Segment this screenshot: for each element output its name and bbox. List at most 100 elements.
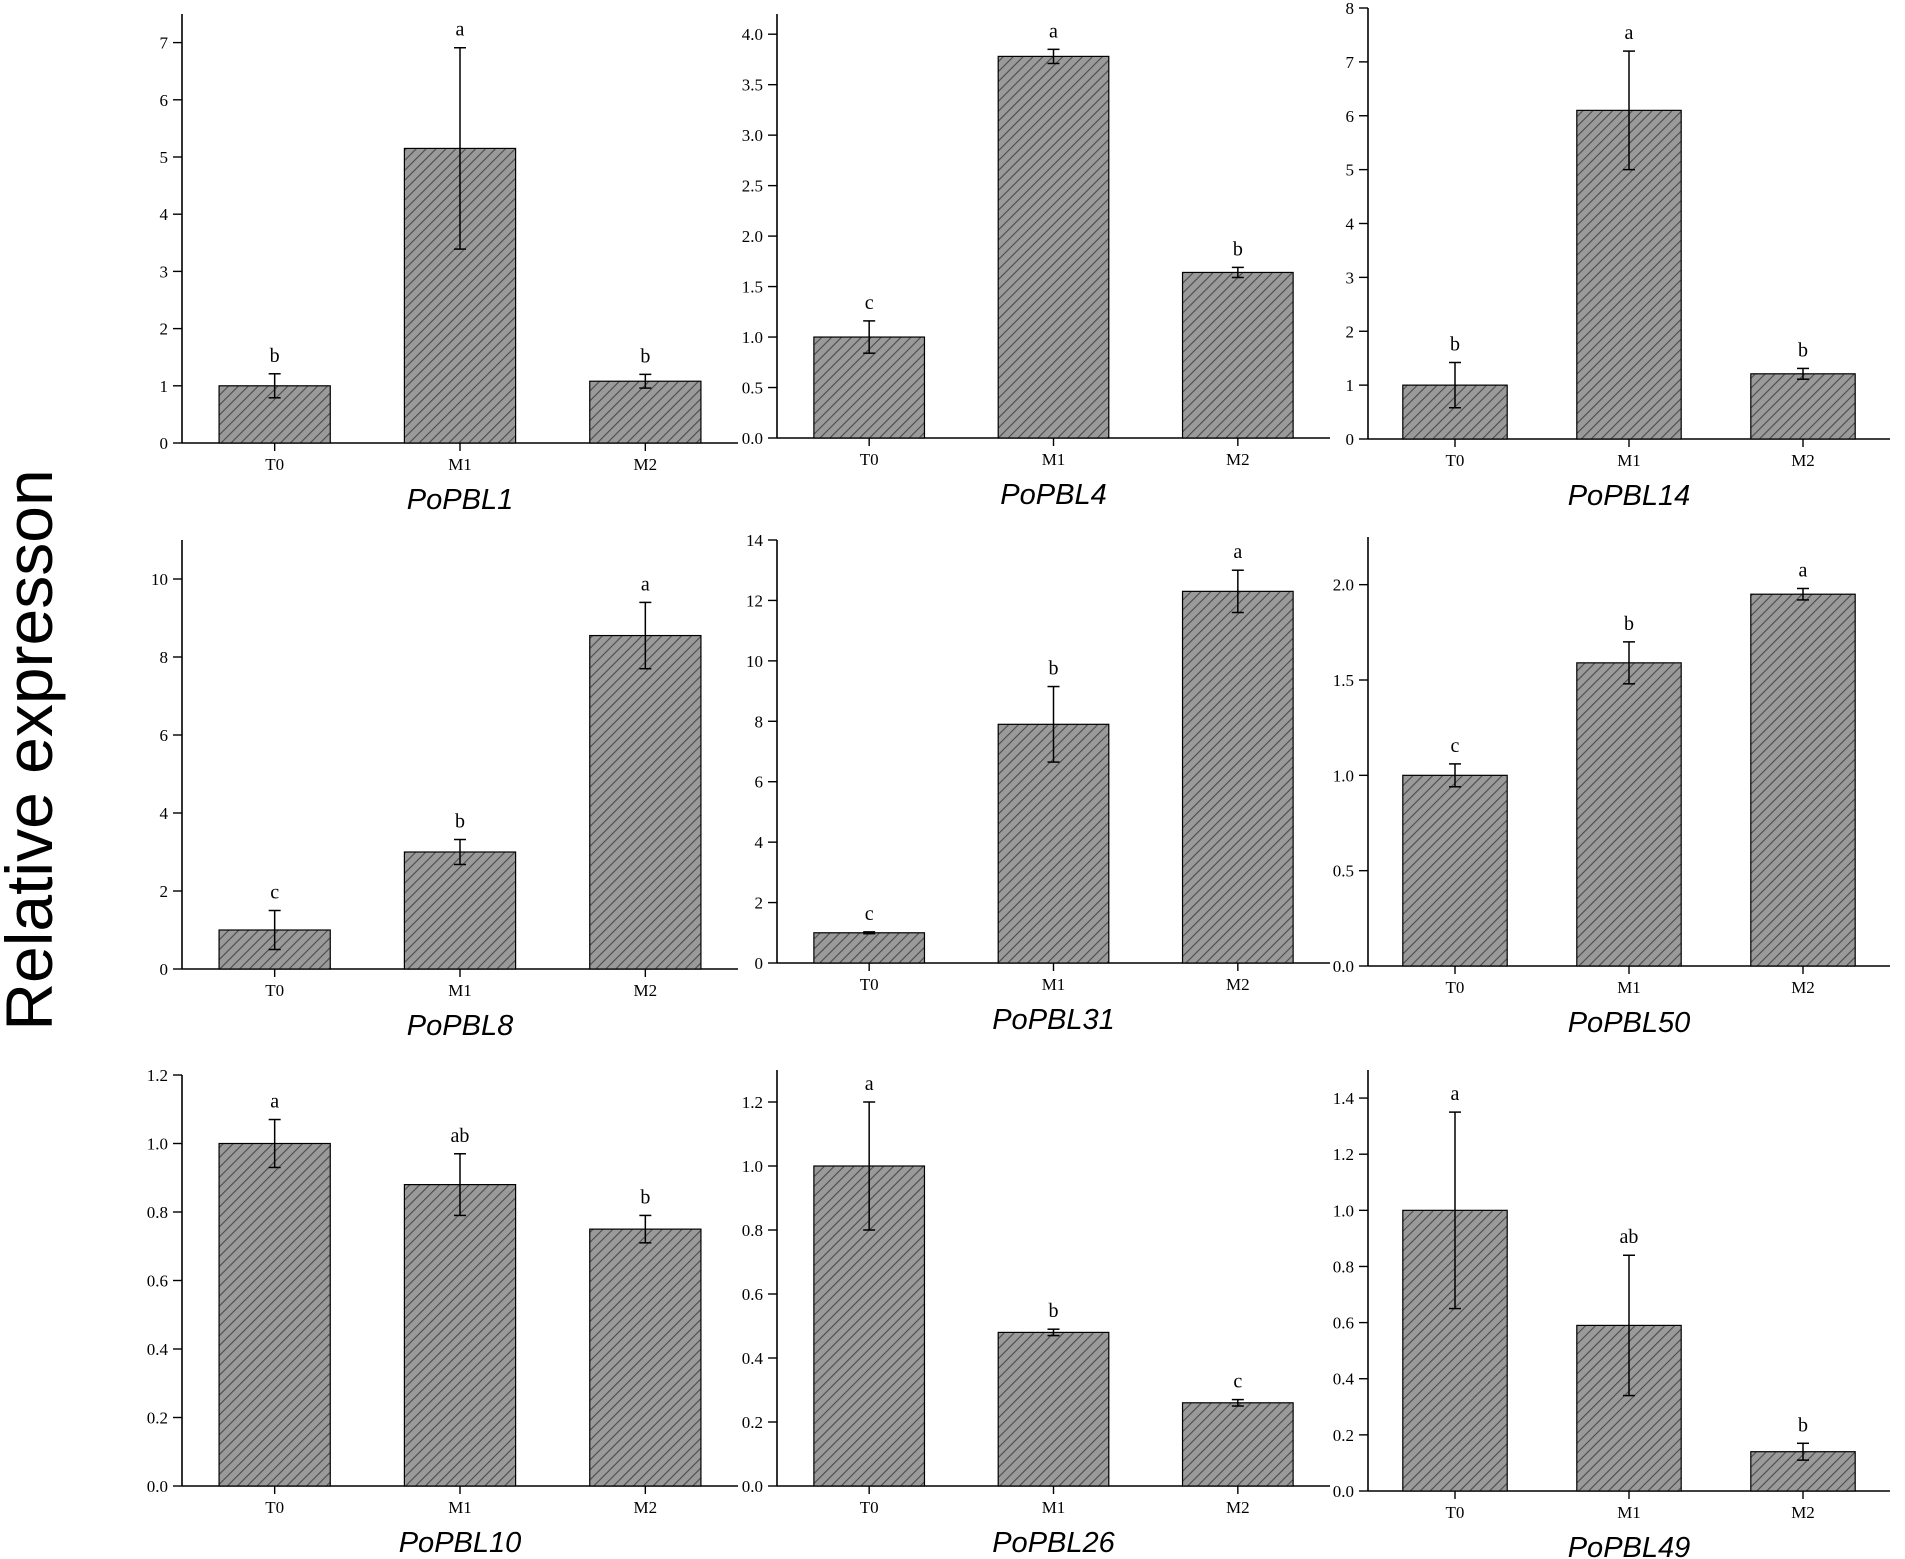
gene-name: PoPBL26 xyxy=(992,1527,1115,1559)
gene-name: PoPBL50 xyxy=(1568,1007,1691,1039)
significance-letter: a xyxy=(456,19,465,41)
y-tick-label: 0.2 xyxy=(742,1413,763,1432)
significance-letter: b xyxy=(270,345,280,367)
x-tick-label: M1 xyxy=(1042,450,1066,469)
x-tick-label: M2 xyxy=(1226,975,1250,994)
chart-panels: 01234567bT0aM1bM2PoPBL10.00.51.01.52.02.… xyxy=(147,0,1890,1559)
panel-PoPBL1: 0 1 2 3 4 5 6 7 b T0 a M1 b M2 PoPBL1 xyxy=(160,14,738,516)
y-tick-label: 2 xyxy=(1346,322,1355,341)
y-tick-label: 1.5 xyxy=(742,278,763,297)
x-tick-label: T0 xyxy=(860,1498,879,1517)
x-tick-label: T0 xyxy=(265,455,284,474)
y-tick-label: 0 xyxy=(755,954,764,973)
panel-PoPBL10: 0.0 0.2 0.4 0.6 0.8 1.0 1.2 a T0 ab M1 b M2 PoPBL10 xyxy=(147,1066,738,1559)
x-tick-label: T0 xyxy=(860,975,879,994)
y-tick-label: 8 xyxy=(755,712,764,731)
y-tick-label: 1.4 xyxy=(1333,1089,1355,1108)
y-tick-label: 4.0 xyxy=(742,25,763,44)
x-tick-label: M1 xyxy=(448,1498,472,1517)
significance-letter: b xyxy=(1798,1414,1808,1436)
significance-letter: b xyxy=(1798,339,1808,361)
y-tick-label: 4 xyxy=(160,804,169,823)
significance-letter: a xyxy=(1625,22,1634,44)
x-tick-label: T0 xyxy=(265,981,284,1000)
significance-letter: c xyxy=(865,292,874,314)
y-tick-label: 0.8 xyxy=(147,1203,168,1222)
y-tick-label: 0.6 xyxy=(147,1272,168,1291)
significance-letter: b xyxy=(1233,238,1243,260)
y-tick-label: 1.2 xyxy=(742,1093,763,1112)
x-tick-label: M2 xyxy=(1791,1503,1815,1522)
y-tick-label: 0.0 xyxy=(1333,957,1354,976)
y-tick-label: 1.2 xyxy=(147,1066,168,1085)
y-tick-label: 1 xyxy=(160,377,169,396)
bar-M2 xyxy=(589,380,702,444)
x-tick-label: M2 xyxy=(1226,1498,1250,1517)
bar-M2 xyxy=(1181,1402,1294,1487)
significance-letter: b xyxy=(1624,613,1634,635)
y-tick-label: 3.0 xyxy=(742,126,763,145)
y-tick-label: 2.5 xyxy=(742,177,763,196)
x-tick-label: M1 xyxy=(1617,1503,1641,1522)
y-tick-label: 0.4 xyxy=(742,1349,764,1368)
significance-letter: c xyxy=(1451,735,1460,757)
y-tick-label: 8 xyxy=(1346,0,1355,18)
y-tick-label: 1.0 xyxy=(742,1157,763,1176)
y-tick-label: 0.4 xyxy=(147,1340,169,1359)
panel-PoPBL14: 0 1 2 3 4 5 6 7 8 b T0 a M1 b M2 PoPBL14 xyxy=(1346,0,1890,512)
y-tick-label: 3 xyxy=(1346,268,1355,287)
y-tick-label: 6 xyxy=(755,773,764,792)
y-tick-label: 0.6 xyxy=(1333,1314,1354,1333)
significance-letter: a xyxy=(1451,1083,1460,1105)
bar-M1 xyxy=(997,723,1110,964)
panel-PoPBL31: 0 2 4 6 8 10 12 14 c T0 b M1 a M2 PoPBL31 xyxy=(746,531,1330,1036)
x-tick-label: T0 xyxy=(1446,978,1465,997)
y-tick-label: 0.4 xyxy=(1333,1370,1355,1389)
significance-letter: a xyxy=(270,1091,279,1113)
y-tick-label: 0.0 xyxy=(742,429,763,448)
panel-PoPBL8: 0 2 4 6 8 10 c T0 b M1 a M2 PoPBL8 xyxy=(151,540,738,1042)
y-tick-label: 1 xyxy=(1346,376,1355,395)
y-tick-label: 0.0 xyxy=(742,1477,763,1496)
bar-T0 xyxy=(1402,774,1508,967)
x-tick-label: M2 xyxy=(634,981,658,1000)
bar-M2 xyxy=(589,1228,702,1487)
y-tick-label: 4 xyxy=(160,205,169,224)
x-tick-label: M1 xyxy=(1042,1498,1066,1517)
significance-letter: a xyxy=(1799,559,1808,581)
significance-letter: b xyxy=(1049,1300,1059,1322)
y-tick-label: 2 xyxy=(160,320,169,339)
y-tick-label: 2 xyxy=(755,894,764,913)
y-tick-label: 0.8 xyxy=(1333,1257,1354,1276)
y-tick-label: 0.6 xyxy=(742,1285,763,1304)
y-tick-label: 0.5 xyxy=(742,379,763,398)
gene-name: PoPBL49 xyxy=(1568,1532,1691,1559)
y-tick-label: 6 xyxy=(160,726,169,745)
significance-letter: a xyxy=(641,573,650,595)
panel-PoPBL26: 0.0 0.2 0.4 0.6 0.8 1.0 1.2 a T0 b M1 c M2 PoPBL26 xyxy=(742,1070,1330,1559)
y-tick-label: 8 xyxy=(160,648,169,667)
significance-letter: b xyxy=(640,345,650,367)
significance-letter: b xyxy=(1450,333,1460,355)
bar-T0 xyxy=(218,1142,331,1487)
significance-letter: ab xyxy=(1620,1226,1639,1248)
x-tick-label: M2 xyxy=(1791,978,1815,997)
x-tick-label: M2 xyxy=(1791,451,1815,470)
y-tick-label: 1.0 xyxy=(742,328,763,347)
y-tick-label: 0 xyxy=(160,434,169,453)
y-tick-label: 7 xyxy=(160,34,169,53)
y-axis-label: Relative expresson xyxy=(0,469,66,1030)
x-tick-label: T0 xyxy=(1446,451,1465,470)
bar-T0 xyxy=(813,932,926,964)
bar-M1 xyxy=(403,851,517,970)
x-tick-label: T0 xyxy=(1446,1503,1465,1522)
y-tick-label: 4 xyxy=(755,833,764,852)
x-tick-label: T0 xyxy=(860,450,879,469)
y-tick-label: 2.0 xyxy=(1333,576,1354,595)
significance-letter: c xyxy=(270,882,279,904)
y-tick-label: 1.0 xyxy=(1333,1201,1354,1220)
y-tick-label: 0 xyxy=(1346,430,1355,449)
bar-M2 xyxy=(1181,590,1294,964)
gene-name: PoPBL4 xyxy=(1000,479,1106,511)
x-tick-label: T0 xyxy=(265,1498,284,1517)
